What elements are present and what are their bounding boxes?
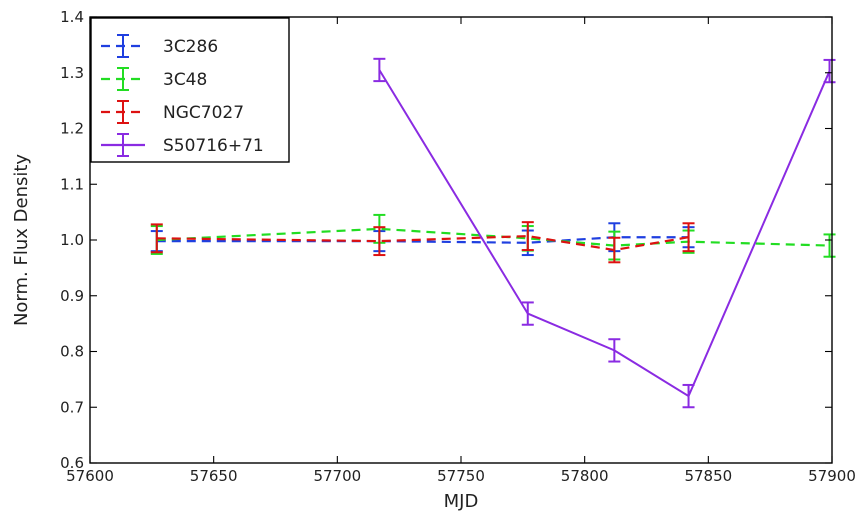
legend-entry: 3C286 bbox=[101, 34, 218, 58]
x-axis-title: MJD bbox=[444, 491, 479, 512]
y-tick-label: 0.6 bbox=[60, 454, 84, 472]
y-axis-title: Norm. Flux Density bbox=[11, 154, 32, 326]
x-tick-label: 57750 bbox=[437, 467, 485, 485]
error-bar bbox=[521, 301, 534, 326]
error-bar bbox=[823, 233, 836, 258]
x-tick-label: 57850 bbox=[684, 467, 732, 485]
y-tick-label: 1.0 bbox=[60, 231, 84, 249]
error-bar bbox=[608, 236, 621, 264]
y-tick-label: 1.3 bbox=[60, 64, 84, 82]
x-tick-label: 57600 bbox=[66, 467, 114, 485]
error-bar bbox=[373, 226, 386, 257]
legend: 3C286 3C48 NGC7027 S50716+71 bbox=[90, 17, 290, 163]
error-bar bbox=[823, 58, 836, 84]
series-NGC7027 bbox=[150, 221, 695, 264]
error-bar bbox=[150, 223, 163, 254]
x-tick-label: 57650 bbox=[190, 467, 238, 485]
series-line bbox=[156, 227, 830, 247]
y-tick-label: 1.1 bbox=[60, 175, 84, 193]
legend-entry: NGC7027 bbox=[101, 100, 244, 124]
legend-label: 3C286 bbox=[163, 37, 218, 57]
series-line bbox=[156, 234, 689, 252]
legend-entry: 3C48 bbox=[101, 67, 207, 91]
series-S50716+71 bbox=[373, 57, 836, 409]
legend-entry: S50716+71 bbox=[101, 133, 264, 157]
error-bar bbox=[521, 221, 534, 252]
ticks-layer: 57600 57650 57700 57750 57800 57850 57900 0.6 0.… bbox=[60, 8, 856, 485]
y-tick-label: 1.2 bbox=[60, 120, 84, 138]
y-tick-label: 1.4 bbox=[60, 8, 84, 26]
y-tick-label: 0.9 bbox=[60, 287, 84, 305]
y-tick-label: 0.8 bbox=[60, 343, 84, 361]
legend-label: 3C48 bbox=[163, 70, 207, 90]
x-tick-label: 57800 bbox=[561, 467, 609, 485]
error-bar bbox=[608, 338, 621, 363]
error-bar bbox=[682, 383, 695, 409]
y-tick-label: 0.7 bbox=[60, 398, 84, 416]
error-bar bbox=[682, 222, 695, 253]
legend-label: S50716+71 bbox=[163, 136, 264, 156]
error-bar bbox=[373, 57, 386, 83]
x-tick-label: 57700 bbox=[313, 467, 361, 485]
series-line bbox=[156, 236, 689, 244]
marks-layer bbox=[150, 57, 836, 409]
x-tick-label: 57900 bbox=[808, 467, 856, 485]
legend-label: NGC7027 bbox=[163, 103, 244, 123]
